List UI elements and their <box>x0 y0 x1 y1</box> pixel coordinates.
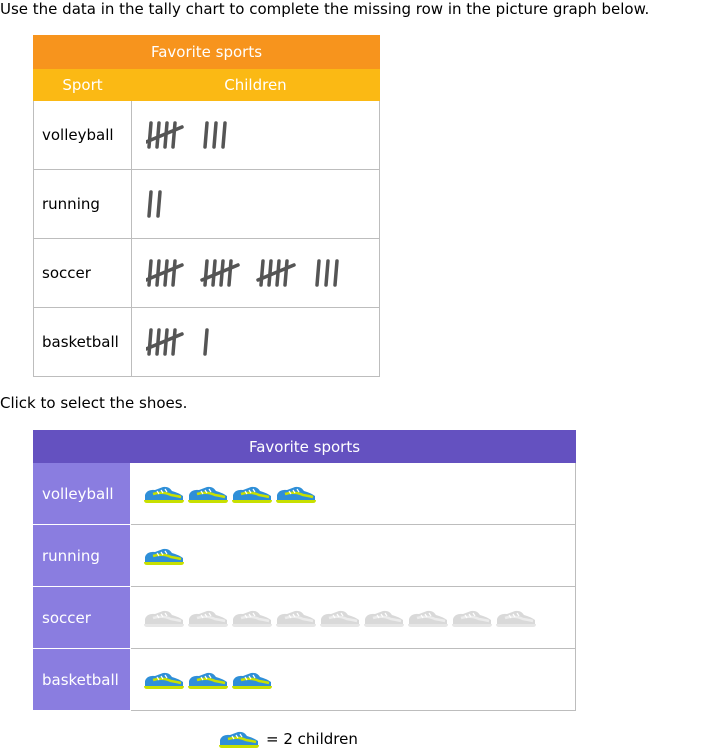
graph-shoes <box>130 648 576 711</box>
selectable-shoe-icon[interactable] <box>231 606 273 630</box>
sneaker-icon <box>187 482 229 506</box>
tally-stroke <box>147 121 153 149</box>
sneaker-icon <box>232 672 272 689</box>
sneaker-icon <box>218 727 260 751</box>
tally-cross-stroke <box>200 263 240 282</box>
sneaker-icon <box>219 731 259 748</box>
tally-stroke <box>171 259 177 287</box>
graph-sport-label: volleyball <box>33 462 131 525</box>
tally-marks <box>131 169 380 239</box>
sneaker-icon <box>364 610 404 627</box>
sneaker-icon <box>188 486 228 503</box>
tally-stroke <box>283 259 289 287</box>
tally-stroke <box>333 259 339 287</box>
instructions-text: Click to select the shoes. <box>0 394 188 412</box>
tally-stroke <box>155 259 161 287</box>
tally-stroke <box>315 259 321 287</box>
tally-stroke <box>267 259 273 287</box>
tally-sport-label: volleyball <box>33 100 132 170</box>
selectable-shoe-icon[interactable] <box>143 606 185 630</box>
tally-marks <box>131 238 380 308</box>
sneaker-icon <box>187 668 229 692</box>
tally-stroke <box>212 121 218 149</box>
tally-stroke <box>203 121 209 149</box>
tally-sport-label: running <box>33 169 132 239</box>
tally-row-basketball: basketball <box>33 307 380 377</box>
sneaker-icon <box>231 482 273 506</box>
sneaker-icon <box>143 544 185 568</box>
tally-stroke <box>324 259 330 287</box>
sneaker-icon <box>188 672 228 689</box>
sneaker-icon <box>143 482 185 506</box>
graph-key: = 2 children <box>218 727 358 751</box>
tally-cross-stroke <box>146 125 184 144</box>
tally-stroke <box>227 259 233 287</box>
sneaker-icon <box>144 672 184 689</box>
tally-chart: Favorite sports Sport Children volleybal… <box>33 35 380 377</box>
sneaker-icon <box>232 610 272 627</box>
sneaker-icon <box>144 610 184 627</box>
tally-stroke <box>156 190 162 218</box>
selectable-shoe-icon[interactable] <box>275 606 317 630</box>
selectable-shoe-icon[interactable] <box>451 606 493 630</box>
sneaker-icon <box>276 486 316 503</box>
tally-row-volleyball: volleyball <box>33 100 380 170</box>
tally-stroke <box>211 259 217 287</box>
tally-header-children: Children <box>131 68 380 101</box>
tally-cross-stroke <box>256 263 296 282</box>
selectable-shoe-icon[interactable] <box>319 606 361 630</box>
sneaker-icon <box>231 668 273 692</box>
sneaker-icon <box>144 548 184 565</box>
sneaker-icon <box>188 610 228 627</box>
tally-cross-stroke <box>146 332 184 351</box>
tally-header-sport: Sport <box>33 68 132 101</box>
sneaker-icon <box>144 486 184 503</box>
graph-shoes <box>130 524 576 587</box>
graph-sport-label: running <box>33 524 131 587</box>
selectable-shoe-icon[interactable] <box>187 606 229 630</box>
tally-marks <box>131 100 380 170</box>
selectable-shoe-icon[interactable] <box>495 606 537 630</box>
selectable-shoe-icon[interactable] <box>407 606 449 630</box>
graph-sport-label: soccer <box>33 586 131 649</box>
selectable-shoe-icon[interactable] <box>363 606 405 630</box>
tally-stroke <box>171 328 177 356</box>
tally-row-soccer: soccer <box>33 238 380 308</box>
sneaker-icon <box>143 668 185 692</box>
tally-stroke <box>147 259 153 287</box>
tally-row-running: running <box>33 169 380 239</box>
graph-row-soccer: soccer <box>33 586 576 649</box>
sneaker-icon <box>496 610 536 627</box>
sneaker-icon <box>408 610 448 627</box>
graph-row-running: running <box>33 524 576 587</box>
graph-row-basketball: basketball <box>33 648 576 711</box>
tally-cross-stroke <box>146 263 184 282</box>
graph-shoes-selectable <box>130 586 576 649</box>
graph-row-volleyball: volleyball <box>33 462 576 525</box>
tally-stroke <box>147 190 153 218</box>
graph-sport-label: basketball <box>33 648 131 711</box>
picture-graph: Favorite sports volleyball running socce… <box>33 430 576 711</box>
tally-sport-label: basketball <box>33 307 132 377</box>
tally-sport-label: soccer <box>33 238 132 308</box>
key-label: = 2 children <box>266 730 358 748</box>
sneaker-icon <box>320 610 360 627</box>
tally-stroke <box>155 121 161 149</box>
tally-stroke <box>147 328 153 356</box>
tally-stroke <box>221 121 227 149</box>
sneaker-icon <box>276 610 316 627</box>
sneaker-icon <box>275 482 317 506</box>
tally-marks <box>131 307 380 377</box>
instructions-text: Use the data in the tally chart to compl… <box>0 0 650 18</box>
graph-shoes <box>130 462 576 525</box>
picture-graph-title: Favorite sports <box>33 430 576 463</box>
sneaker-icon <box>452 610 492 627</box>
sneaker-icon <box>232 486 272 503</box>
tally-stroke <box>155 328 161 356</box>
tally-stroke <box>203 259 209 287</box>
tally-stroke <box>259 259 265 287</box>
tally-chart-title: Favorite sports <box>33 35 380 69</box>
tally-stroke <box>203 328 209 356</box>
tally-stroke <box>171 121 177 149</box>
